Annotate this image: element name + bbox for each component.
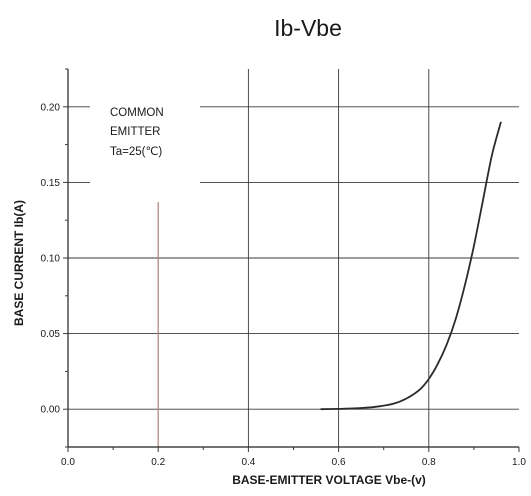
annotation-background (90, 96, 200, 184)
series-layer (320, 121, 502, 411)
x-tick-label: 0.2 (151, 457, 165, 468)
tick-marks (63, 68, 520, 452)
y-tick-label: 0.00 (41, 405, 61, 416)
x-axis-label: BASE-EMITTER VOLTAGE Vbe-(v) (232, 473, 426, 487)
y-tick-labels: 0.00 0.05 0.10 0.15 0.20 (41, 102, 61, 415)
x-tick-label: 0.4 (241, 457, 255, 468)
chart-title: Ib-Vbe (274, 15, 342, 41)
y-tick-label: 0.20 (41, 102, 61, 113)
annotation-line-1: COMMON (110, 107, 164, 119)
x-tick-label: 1.0 (512, 457, 526, 468)
x-tick-labels: 0.0 0.2 0.4 0.6 0.8 1.0 (61, 457, 526, 468)
x-tick-label: 0.8 (422, 457, 436, 468)
annotation-line-2: EMITTER (110, 126, 160, 138)
annotation-line-3: Ta=25(℃) (110, 146, 162, 158)
x-tick-label: 0.0 (61, 457, 75, 468)
y-tick-label: 0.15 (41, 178, 61, 189)
y-tick-label: 0.05 (41, 329, 61, 340)
ib-vbe-curve (320, 121, 502, 411)
x-tick-label: 0.6 (332, 457, 346, 468)
y-tick-label: 0.10 (41, 254, 61, 265)
annotation-text: COMMON EMITTER Ta=25(℃) (110, 107, 164, 158)
y-axis-label: BASE CURRENT Ib(A) (12, 200, 26, 326)
